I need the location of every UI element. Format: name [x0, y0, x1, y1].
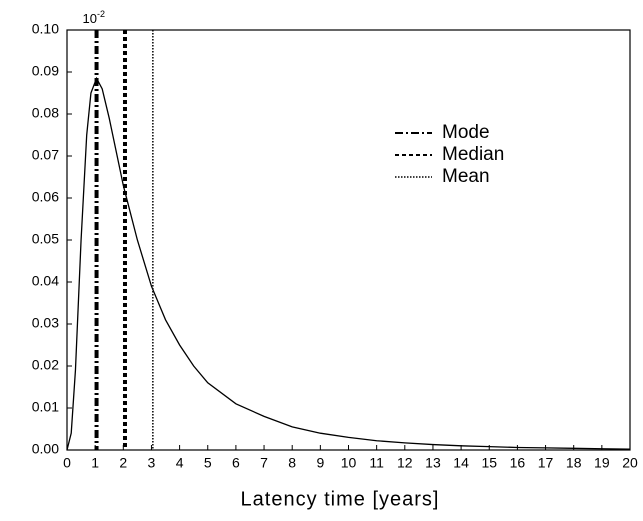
- annotation: 10-2: [83, 9, 105, 26]
- y-tick-label: 0.05: [32, 231, 59, 247]
- x-tick-label: 9: [316, 455, 324, 471]
- y-tick-label: 0.07: [32, 147, 59, 163]
- x-tick-label: 16: [510, 455, 526, 471]
- y-tick-label: 0.06: [32, 189, 59, 205]
- x-tick-label: 5: [204, 455, 212, 471]
- x-tick-label: 1: [91, 455, 99, 471]
- legend-label: Mode: [442, 122, 490, 143]
- x-tick-label: 2: [119, 455, 127, 471]
- x-tick-label: 4: [176, 455, 184, 471]
- x-tick-label: 10: [341, 455, 357, 471]
- legend-label: Median: [442, 144, 504, 165]
- x-tick-label: 12: [397, 455, 413, 471]
- annotation-base: 10: [83, 11, 97, 26]
- x-tick-label: 7: [260, 455, 268, 471]
- y-tick-label: 0.00: [32, 441, 59, 457]
- annotation-exponent: -2: [97, 9, 105, 19]
- x-tick-label: 6: [232, 455, 240, 471]
- y-tick-label: 0.10: [32, 21, 59, 37]
- x-tick-label: 11: [369, 455, 384, 471]
- x-axis-label: Latency time [years]: [241, 488, 440, 510]
- x-tick-label: 3: [148, 455, 156, 471]
- y-tick-label: 0.03: [32, 315, 59, 331]
- legend-label: Mean: [442, 166, 490, 187]
- plot-frame: [66, 29, 631, 451]
- x-tick-label: 17: [538, 455, 554, 471]
- x-tick-label: 14: [453, 455, 469, 471]
- x-tick-label: 18: [566, 455, 582, 471]
- x-tick-label: 8: [288, 455, 296, 471]
- y-tick-label: 0.01: [32, 399, 59, 415]
- y-tick-label: 0.08: [32, 105, 59, 121]
- x-tick-label: 19: [594, 455, 610, 471]
- x-tick-label: 13: [425, 455, 441, 471]
- y-tick-label: 0.04: [32, 273, 59, 289]
- x-tick-label: 0: [63, 455, 71, 471]
- x-tick-label: 15: [481, 455, 497, 471]
- y-tick-label: 0.09: [32, 63, 59, 79]
- line: [66, 76, 631, 451]
- y-tick-label: 0.02: [32, 357, 59, 373]
- x-tick-label: 20: [622, 455, 638, 471]
